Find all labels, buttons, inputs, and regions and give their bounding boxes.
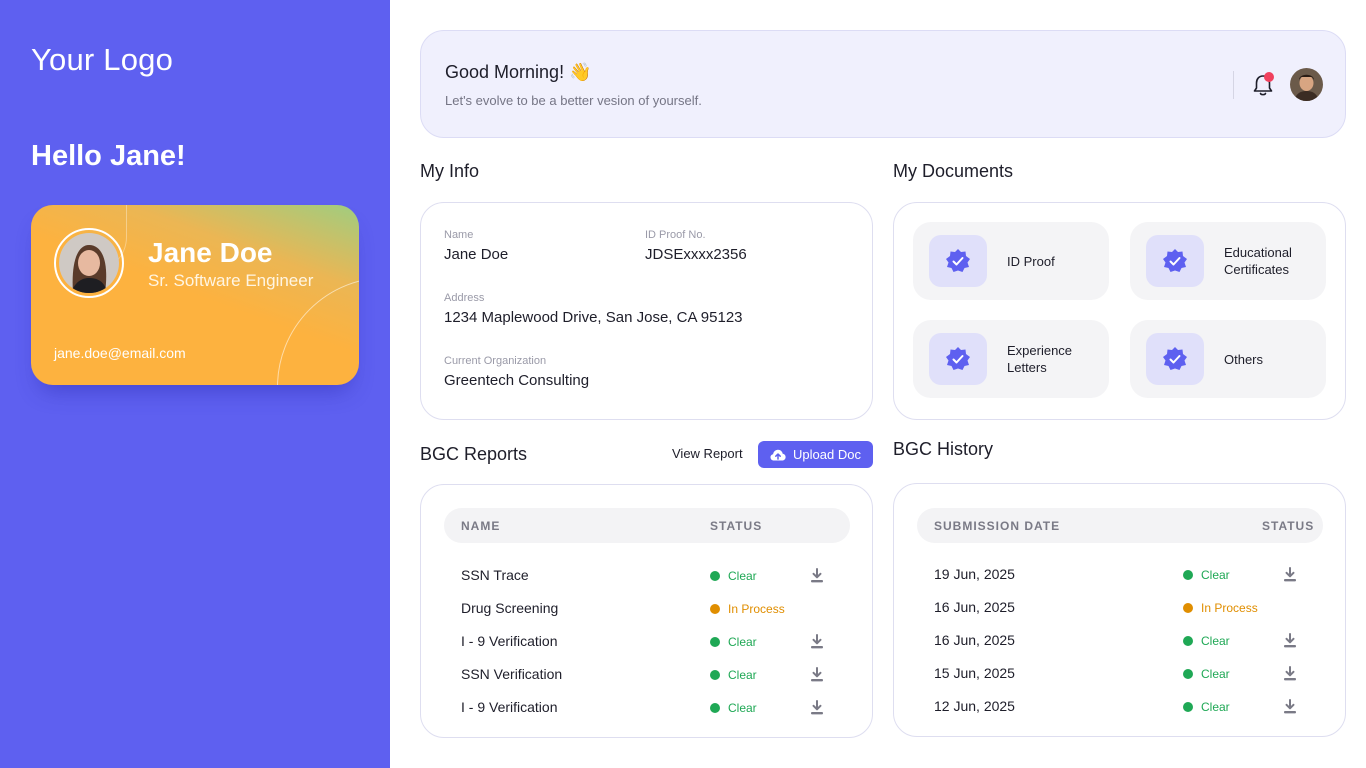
view-report-link[interactable]: View Report [672, 446, 743, 461]
column-header-name: NAME [461, 519, 501, 533]
my-documents-title: My Documents [893, 161, 1014, 181]
card-role: Sr. Software Engineer [148, 271, 314, 290]
table-row-date: 16 Jun, 2025 [934, 599, 1015, 615]
column-header-status: STATUS [1262, 519, 1315, 533]
document-label: Educational Certificates [1224, 245, 1292, 277]
document-label: Others [1224, 352, 1264, 367]
user-avatar[interactable] [1290, 68, 1323, 101]
name-label: Name [444, 229, 474, 241]
organization-value: Greentech Consulting [444, 372, 590, 389]
document-tile-others[interactable]: Others [1130, 320, 1326, 398]
table-row-name: SSN Verification [461, 666, 563, 682]
download-icon[interactable] [810, 667, 824, 682]
greeting-title: Good Morning! 👋 [445, 62, 592, 82]
status-badge: Clear [710, 635, 757, 649]
document-tile-experience-letters[interactable]: Experience Letters [913, 320, 1109, 398]
document-label: ID Proof [1007, 254, 1055, 269]
document-tile-id-proof[interactable]: ID Proof [913, 222, 1109, 300]
status-badge: In Process [1183, 601, 1258, 615]
my-info-panel: Name Jane Doe ID Proof No. JDSExxxx2356 … [420, 202, 873, 420]
document-tile-educational-certificates[interactable]: Educational Certificates [1130, 222, 1326, 300]
cloud-upload-icon [770, 449, 786, 460]
card-name: Jane Doe [148, 237, 273, 268]
bgc-history-panel: SUBMISSION DATE STATUS 19 Jun, 2025 Clea… [893, 483, 1346, 737]
status-badge: Clear [1183, 667, 1230, 681]
verified-badge-icon [929, 333, 987, 385]
download-icon[interactable] [1283, 699, 1297, 714]
verified-badge-icon [1146, 235, 1204, 287]
status-badge: Clear [1183, 634, 1230, 648]
document-label: Experience Letters [1007, 343, 1073, 375]
download-icon[interactable] [1283, 666, 1297, 681]
organization-label: Current Organization [444, 355, 547, 367]
table-row-name: I - 9 Verification [461, 699, 558, 715]
table-row-date: 12 Jun, 2025 [934, 698, 1015, 714]
greeting-subtitle: Let's evolve to be a better vesion of yo… [445, 93, 702, 108]
table-row-name: I - 9 Verification [461, 633, 558, 649]
profile-card: Jane Doe Sr. Software Engineer jane.doe@… [31, 205, 359, 385]
id-proof-label: ID Proof No. [645, 229, 706, 241]
download-icon[interactable] [1283, 567, 1297, 582]
table-header: SUBMISSION DATE STATUS [917, 508, 1323, 543]
bgc-reports-panel: NAME STATUS SSN Trace Clear Drug Screeni… [420, 484, 873, 738]
download-icon[interactable] [1283, 633, 1297, 648]
bgc-reports-title: BGC Reports [420, 444, 528, 464]
status-badge: Clear [1183, 700, 1230, 714]
status-badge: Clear [710, 569, 757, 583]
table-row-name: Drug Screening [461, 600, 559, 616]
status-badge: Clear [1183, 568, 1230, 582]
column-header-status: STATUS [710, 519, 763, 533]
address-label: Address [444, 292, 485, 304]
download-icon[interactable] [810, 568, 824, 583]
status-badge: Clear [710, 668, 757, 682]
table-row-date: 15 Jun, 2025 [934, 665, 1015, 681]
status-badge: Clear [710, 701, 757, 715]
download-icon[interactable] [810, 700, 824, 715]
avatar [54, 228, 124, 298]
column-header-submission-date: SUBMISSION DATE [934, 519, 1061, 533]
my-documents-panel: ID Proof Educational Certificates Experi… [893, 202, 1346, 420]
divider [1233, 71, 1234, 99]
download-icon[interactable] [810, 634, 824, 649]
my-info-title: My Info [420, 161, 480, 181]
card-decor-arc [93, 205, 127, 271]
sidebar: Your Logo Hello Jane! Jane Doe Sr. Softw… [0, 0, 390, 768]
upload-doc-label: Upload Doc [793, 447, 861, 462]
card-email: jane.doe@email.com [54, 345, 186, 361]
upload-doc-button[interactable]: Upload Doc [758, 441, 873, 468]
card-decor-arc [277, 277, 359, 385]
notification-dot [1264, 72, 1274, 82]
address-value: 1234 Maplewood Drive, San Jose, CA 95123 [444, 309, 743, 326]
bgc-history-title: BGC History [893, 439, 994, 459]
status-badge: In Process [710, 602, 785, 616]
table-row-date: 19 Jun, 2025 [934, 566, 1015, 582]
table-row-date: 16 Jun, 2025 [934, 632, 1015, 648]
logo[interactable]: Your Logo [31, 42, 174, 77]
id-proof-value: JDSExxxx2356 [645, 246, 747, 263]
verified-badge-icon [929, 235, 987, 287]
table-header: NAME STATUS [444, 508, 850, 543]
table-row-name: SSN Trace [461, 567, 529, 583]
verified-badge-icon [1146, 333, 1204, 385]
greeting-header: Good Morning! 👋 Let's evolve to be a bet… [420, 30, 1346, 138]
hello-heading: Hello Jane! [31, 140, 186, 172]
name-value: Jane Doe [444, 246, 509, 263]
